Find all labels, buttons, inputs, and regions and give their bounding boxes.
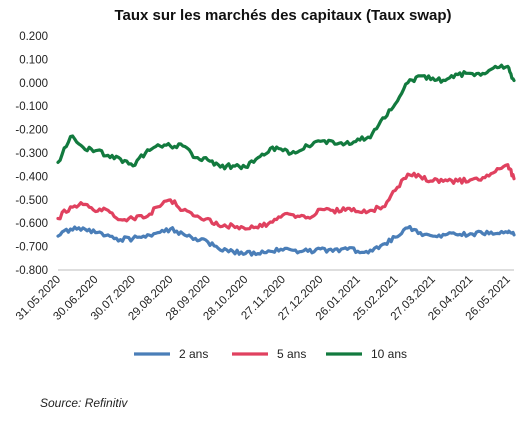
series-line-1: [56, 224, 516, 257]
y-tick-label: -0.100: [15, 101, 48, 113]
legend-label-1: 2 ans: [179, 347, 208, 361]
y-tick-label: -0.300: [15, 148, 48, 160]
y-tick-label: -0.700: [15, 242, 48, 254]
y-tick-label: -0.400: [15, 171, 48, 183]
y-tick-label: 0.200: [19, 31, 48, 43]
y-tick-label: -0.800: [15, 265, 48, 277]
legend-label-3: 10 ans: [371, 347, 407, 361]
y-tick-label: -0.200: [15, 125, 48, 137]
legend: 2 ans 5 ans 10 ans: [134, 347, 407, 361]
y-tick-label: -0.600: [15, 218, 48, 230]
source-note: Source: Refinitiv: [40, 396, 128, 410]
y-tick-label: 0.000: [19, 78, 48, 90]
y-tick-label: -0.500: [15, 195, 48, 207]
series-line-2: [56, 163, 516, 231]
x-axis: 31.05.202030.06.202030.07.202029.08.2020…: [14, 269, 514, 323]
plot-area: [56, 63, 516, 257]
y-axis: 0.200 0.100 0.000 -0.100 -0.200 -0.300 -0.400 -…: [15, 31, 48, 277]
chart-title: Taux sur les marchés des capitaux (Taux …: [114, 7, 451, 24]
y-tick-label: 0.100: [19, 54, 48, 66]
legend-label-2: 5 ans: [277, 347, 306, 361]
series-line-3: [56, 63, 516, 171]
